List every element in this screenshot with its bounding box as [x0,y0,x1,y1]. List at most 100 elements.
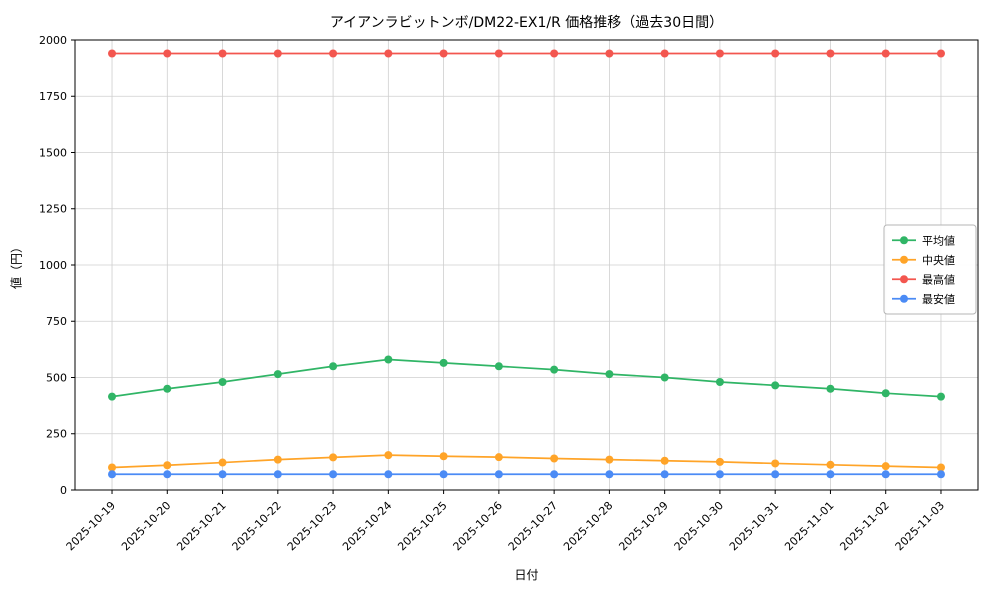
x-tick-label: 2025-10-19 [64,499,118,553]
data-point-median [329,453,338,462]
data-point-average [329,362,338,371]
data-point-max [660,49,669,58]
y-tick-label: 1000 [39,259,67,272]
data-point-average [494,362,503,371]
x-tick-label: 2025-10-20 [119,499,173,553]
x-tick-label: 2025-11-02 [837,499,891,553]
data-point-max [163,49,172,58]
data-point-max [108,49,117,58]
data-point-median [660,456,669,465]
data-point-max [384,49,393,58]
legend-label-min: 最安値 [922,292,955,306]
x-tick-label: 2025-10-28 [561,499,615,553]
data-point-min [329,470,338,479]
data-point-median [384,451,393,460]
data-point-min [163,470,172,479]
legend-marker-median [900,255,908,264]
data-point-max [881,49,890,58]
series-line-average [111,358,942,398]
data-point-median [715,457,724,466]
data-point-max [329,49,338,58]
data-point-average [384,355,393,364]
data-point-min [605,470,614,479]
data-point-max [494,49,503,58]
y-tick-label: 250 [46,428,67,441]
y-tick-label: 500 [46,371,67,384]
data-point-min [439,470,448,479]
x-tick-label: 2025-10-25 [395,499,449,553]
x-tick-label: 2025-10-27 [506,499,560,553]
data-point-median [605,455,614,464]
data-point-median [550,454,559,463]
legend-box [883,224,977,315]
data-point-max [218,49,227,58]
data-point-min [218,470,227,479]
y-tick-label: 750 [46,315,67,328]
data-point-min [273,470,282,479]
x-tick-label: 2025-10-29 [616,499,670,553]
data-point-average [826,384,835,393]
data-point-median [218,458,227,467]
data-point-min [936,470,945,479]
x-tick-label: 2025-10-23 [285,499,339,553]
data-point-median [826,460,835,469]
data-point-min [771,470,780,479]
x-tick-label: 2025-10-31 [727,499,781,553]
data-point-median [881,462,890,471]
data-point-max [273,49,282,58]
data-point-average [715,378,724,386]
data-point-average [439,358,448,367]
x-tick-label: 2025-10-26 [451,499,505,553]
data-point-max [771,49,780,58]
data-point-max [439,49,448,58]
legend-marker-min [900,294,908,303]
legend-label-average: 平均値 [922,234,955,247]
y-tick-label: 2000 [39,34,67,47]
x-tick-label: 2025-10-24 [340,499,394,553]
y-tick-label: 1250 [39,203,67,216]
data-point-min [494,470,503,479]
series-line-median [111,454,941,469]
data-point-average [273,370,282,379]
chart-title: アイアンラビットンボ/DM22-EX1/R 価格推移（過去30日間） [329,15,724,31]
data-point-min [384,470,393,479]
data-point-median [936,463,945,472]
legend-label-median: 中央値 [922,254,955,267]
data-point-max [550,49,559,58]
data-point-average [660,373,669,382]
data-point-max [826,49,835,58]
data-point-min [108,470,117,479]
data-point-max [605,49,614,58]
data-point-median [108,463,117,472]
data-point-min [550,470,559,479]
x-tick-label: 2025-11-03 [893,499,947,553]
data-point-median [494,453,503,462]
x-axis-label: 日付 [514,568,539,582]
data-point-average [218,378,227,386]
legend-marker-max [900,275,908,284]
x-tick-label: 2025-10-21 [174,499,228,553]
data-point-median [273,455,282,464]
data-point-average [881,389,890,398]
data-point-min [881,470,890,479]
data-point-average [163,384,172,393]
data-point-min [660,470,669,479]
legend-label-max: 最高値 [922,272,955,286]
data-point-median [771,459,780,468]
data-point-average [605,370,614,379]
data-point-max [715,49,724,58]
data-point-median [163,461,172,470]
data-point-average [771,381,780,390]
x-tick-label: 2025-10-30 [672,499,726,553]
data-point-median [439,452,448,461]
data-point-average [550,365,559,374]
y-tick-label: 0 [60,484,67,497]
x-tick-label: 2025-11-01 [782,499,836,553]
data-point-max [936,49,945,58]
data-point-average [936,392,945,401]
x-tick-label: 2025-10-22 [230,499,284,553]
legend-marker-average [900,236,908,245]
y-tick-label: 1750 [39,90,67,103]
